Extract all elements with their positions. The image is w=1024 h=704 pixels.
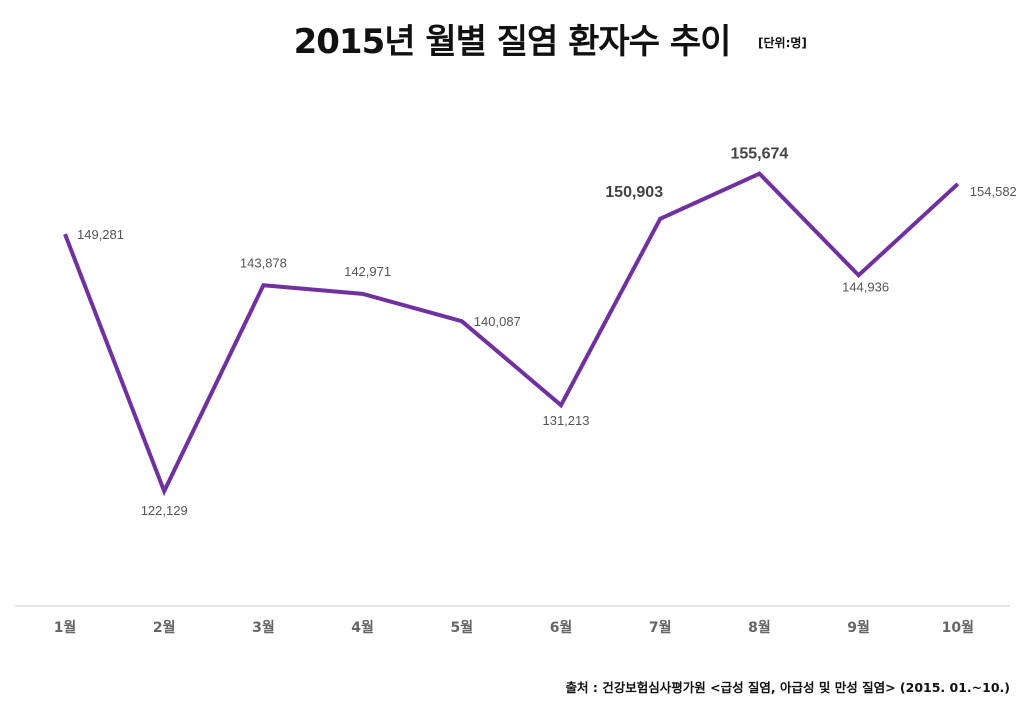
data-label: 149,281: [77, 227, 124, 242]
series-line: [63, 171, 960, 497]
data-label: 155,674: [730, 146, 788, 163]
x-tick-label: 8월: [748, 619, 771, 636]
data-label: 142,971: [344, 264, 391, 279]
x-tick-label: 9월: [847, 619, 870, 636]
data-label: 140,087: [474, 314, 521, 329]
chart-title: 2015년 월별 질염 환자수 추이: [293, 22, 732, 62]
data-label: 150,903: [605, 184, 663, 201]
x-tick-label: 2월: [153, 619, 176, 636]
data-label: 144,936: [842, 279, 889, 294]
data-label: 154,582: [970, 184, 1017, 199]
unit-note: [단위:명]: [758, 36, 807, 50]
data-label: 122,129: [141, 503, 188, 518]
x-tick-label: 4월: [351, 619, 374, 636]
x-tick-label: 7월: [649, 619, 672, 636]
data-label: 131,213: [543, 413, 590, 428]
x-tick-label: 10월: [942, 619, 974, 636]
data-label: 143,878: [240, 255, 287, 270]
x-tick-label: 1월: [54, 619, 77, 636]
x-tick-label: 3월: [252, 619, 275, 636]
source-note: 출처 : 건강보험심사평가원 <급성 질염, 아급성 및 만성 질염> (201…: [565, 680, 1010, 695]
x-tick-label: 6월: [550, 619, 573, 636]
x-tick-label: 5월: [450, 619, 473, 636]
